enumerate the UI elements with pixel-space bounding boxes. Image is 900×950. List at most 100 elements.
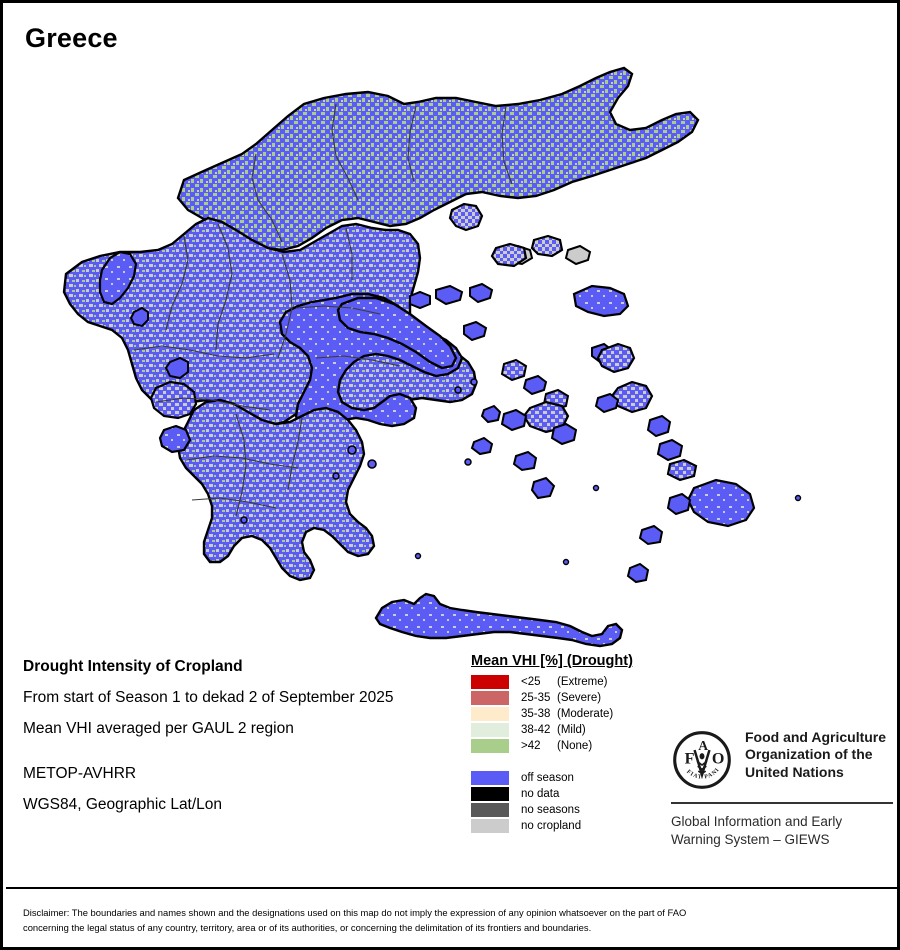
svg-text:A: A xyxy=(698,738,708,753)
legend-label-moderate: 35-38 (Moderate) xyxy=(521,708,613,720)
island-nisyros xyxy=(666,492,692,516)
island-skiathos xyxy=(409,290,431,310)
map-info-block: Drought Intensity of Cropland From start… xyxy=(23,658,463,827)
island-karpathos xyxy=(638,524,664,546)
island-paxi xyxy=(129,306,149,328)
map-canvas[interactable] xyxy=(6,58,897,648)
fao-header: F A O FIAT PANIS Food and Agriculture Or… xyxy=(671,729,896,791)
islet-south-aegean xyxy=(562,558,570,566)
legend-swatch-moderate xyxy=(471,706,509,721)
legend-range-no-cropland: no cropland xyxy=(521,819,582,832)
island-kasos xyxy=(626,562,650,584)
island-agios-efstratios xyxy=(564,244,592,266)
region-peloponnese xyxy=(176,398,376,582)
legend-item-none: >42 (None) xyxy=(471,738,671,753)
islet-aegina xyxy=(347,445,357,455)
legend-label-severe: 25-35 (Severe) xyxy=(521,692,601,704)
map-legend: Mean VHI [%] (Drought) <25 (Extreme) 25-… xyxy=(471,653,671,834)
legend-item-no-seasons: no seasons xyxy=(471,802,671,817)
legend-swatch-no-data xyxy=(471,786,509,801)
legend-label-no-cropland: no cropland xyxy=(521,820,581,832)
region-northern-greece xyxy=(176,66,700,252)
fao-name-line1: Food and Agriculture xyxy=(745,729,887,745)
island-chios xyxy=(596,342,636,374)
giews-line2: Warning System – GIEWS xyxy=(671,832,830,848)
legend-range-none: >42 xyxy=(521,739,541,752)
island-milos xyxy=(470,436,494,456)
svg-text:F: F xyxy=(685,751,695,768)
islet-kythnos xyxy=(470,378,478,386)
legend-spacer xyxy=(471,754,671,770)
island-patmos xyxy=(646,414,672,438)
fao-name-line3: United Nations xyxy=(745,763,844,780)
island-crete xyxy=(374,592,624,648)
legend-swatch-severe xyxy=(471,690,509,705)
island-zakynthos xyxy=(158,424,192,454)
island-euboea xyxy=(336,296,458,370)
legend-range-no-seasons: no seasons xyxy=(521,803,580,816)
legend-item-no-data: no data xyxy=(471,786,671,801)
islet-sifnos xyxy=(464,458,472,466)
info-projection: WGS84, Geographic Lat/Lon xyxy=(23,796,223,813)
disclaimer-line2: concerning the legal status of any count… xyxy=(23,921,592,933)
legend-range-severe: 25-35 xyxy=(521,691,551,704)
info-aggregation: Mean VHI averaged per GAUL 2 region xyxy=(23,720,294,737)
legend-desc-mild: (Mild) xyxy=(557,723,586,736)
dodecanese-islands xyxy=(594,380,756,584)
islet-poros xyxy=(367,459,377,469)
island-skyros xyxy=(463,320,488,342)
island-alonnisos xyxy=(469,282,494,304)
legend-item-extreme: <25 (Extreme) xyxy=(471,674,671,689)
scattered-islets xyxy=(240,378,802,566)
legend-range-extreme: <25 xyxy=(521,675,541,688)
giews-label: Global Information and Early Warning Sys… xyxy=(671,813,896,849)
north-aegean-islands xyxy=(448,202,636,374)
islet-kastellorizo xyxy=(794,494,802,502)
legend-label-no-data: no data xyxy=(521,788,559,800)
island-samothraki xyxy=(530,234,564,258)
giews-line1: Global Information and Early xyxy=(671,814,843,829)
legend-label-no-seasons: no seasons xyxy=(521,804,580,816)
islet-antikythira xyxy=(414,552,422,560)
island-ikaria xyxy=(594,392,620,414)
legend-swatch-no-cropland xyxy=(471,818,509,833)
info-spacer xyxy=(23,751,463,765)
islet-astypalaia xyxy=(592,484,600,492)
islet-kythira xyxy=(240,516,248,524)
legend-swatch-extreme xyxy=(471,674,509,689)
legend-range-off-season: off season xyxy=(521,771,574,784)
legend-range-mild: 38-42 xyxy=(521,723,551,736)
island-leros xyxy=(656,438,684,462)
legend-desc-moderate: (Moderate) xyxy=(557,707,614,720)
legend-range-no-data: no data xyxy=(521,787,560,800)
legend-item-severe: 25-35 (Severe) xyxy=(471,690,671,705)
legend-label-off-season: off season xyxy=(521,772,574,784)
fao-divider xyxy=(671,802,893,804)
disclaimer-divider xyxy=(6,887,897,889)
island-tinos xyxy=(522,374,548,396)
info-heading: Drought Intensity of Cropland xyxy=(23,658,243,675)
disclaimer-text: Disclaimer: The boundaries and names sho… xyxy=(23,906,883,935)
island-kos xyxy=(666,458,698,482)
island-amorgos xyxy=(550,422,578,446)
fao-logo-icon: F A O FIAT PANIS xyxy=(671,729,731,789)
cyclades-islands xyxy=(470,358,578,500)
greece-map-svg xyxy=(6,58,897,648)
legend-swatch-none xyxy=(471,738,509,753)
disclaimer-line1: Disclaimer: The boundaries and names sho… xyxy=(23,907,687,918)
legend-swatch-mild xyxy=(471,722,509,737)
island-paros xyxy=(500,408,528,432)
info-period: From start of Season 1 to dekad 2 of Sep… xyxy=(23,689,394,706)
fao-branding-block: F A O FIAT PANIS Food and Agriculture Or… xyxy=(671,729,896,849)
svg-text:O: O xyxy=(712,751,725,768)
legend-item-off-season: off season xyxy=(471,770,671,785)
sporades-islands xyxy=(409,282,494,342)
legend-item-no-cropland: no cropland xyxy=(471,818,671,833)
legend-range-moderate: 35-38 xyxy=(521,707,551,720)
island-rhodes xyxy=(686,478,756,528)
legend-label-none: >42 (None) xyxy=(521,740,592,752)
admin-boundaries xyxy=(133,103,513,517)
legend-desc-none: (None) xyxy=(557,739,593,752)
island-lefkada xyxy=(164,356,189,380)
